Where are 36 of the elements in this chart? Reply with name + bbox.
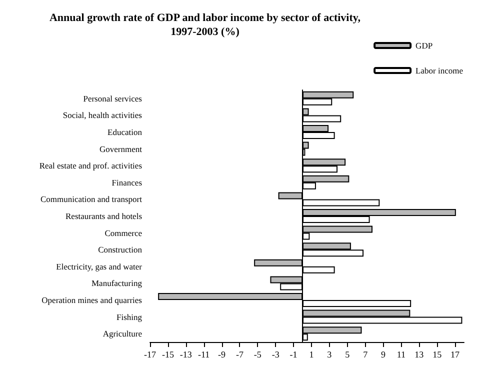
x-tick-label: 7 [363,350,368,360]
y-tick-label: Fishing [116,312,143,322]
x-tick-label: -17 [144,350,156,360]
x-tick-label: 15 [432,350,442,360]
x-tick-label: -1 [290,350,298,360]
x-tick-label: -7 [236,350,244,360]
x-tick-label: 5 [345,350,350,360]
x-tick-label: -5 [254,350,262,360]
y-tick-label: Finances [112,177,142,188]
x-tick-label: -3 [272,350,280,360]
x-tick-label: 3 [327,350,332,360]
y-tick-label: Restaurants and hotels [66,211,142,221]
y-tick-label: Education [108,127,143,137]
x-tick-label: 17 [450,350,460,360]
y-tick-label: Agriculture [102,328,142,339]
x-tick-label: 9 [381,350,386,360]
x-tick-label: -11 [198,350,210,360]
y-tick-label: Construction [98,244,143,255]
y-tick-label: Operation mines and quarries [42,295,142,305]
x-tick-label: -15 [162,350,174,360]
legend-label: Labor income [416,66,464,76]
y-tick-label: Electricity, gas and water [56,261,142,272]
y-tick-label: Social, health activities [62,110,142,120]
y-tick-label: Real estate and prof. activities [39,160,142,171]
y-tick-label: Communication and transport [40,194,143,204]
x-tick-label: -13 [180,350,192,360]
chart-title: Annual growth rate of GDP and labor income by sector of activity, 1997-2003 (%) [49,12,361,38]
x-tick-label: -9 [218,350,226,360]
legend-label: GDP [416,40,433,50]
x-tick-label: 13 [414,350,424,360]
y-tick-label: Commerce [104,228,142,238]
x-tick-label: 11 [396,350,406,360]
y-tick-label: Manufacturing [91,278,143,288]
x-tick-label: 1 [309,350,314,360]
y-tick-label: Personal services [83,93,142,104]
y-tick-label: Government [100,144,143,154]
